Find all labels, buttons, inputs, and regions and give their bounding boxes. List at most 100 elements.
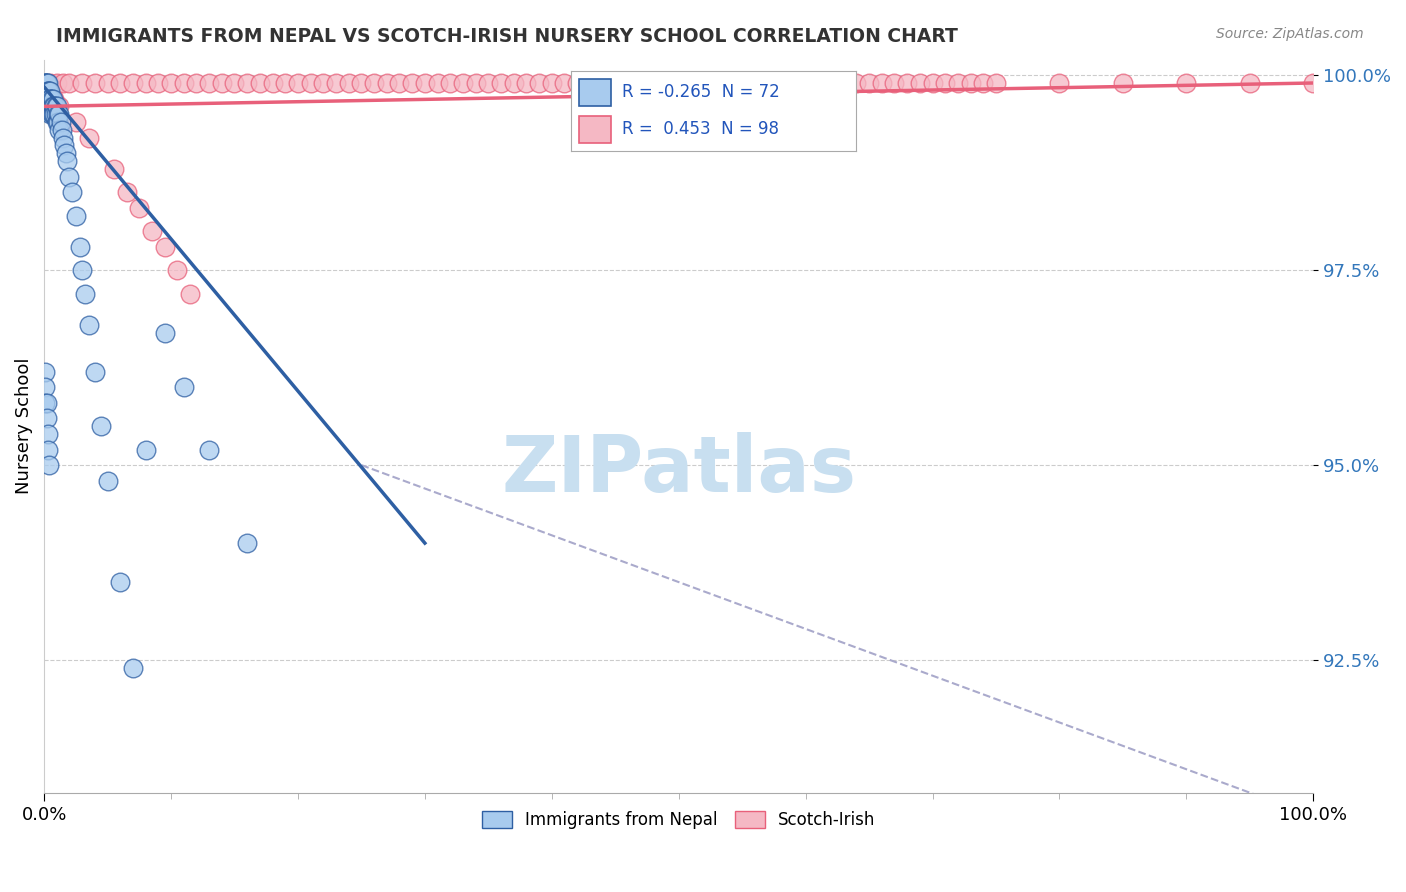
Point (693, 76, 716, 90)
Point (34, 76, 56, 90)
Point (706, 76, 728, 90)
Point (103, 161, 125, 176)
Point (325, 76, 347, 90)
Point (44, 99, 66, 113)
Point (73, 286, 96, 301)
Point (1175, 76, 1198, 90)
Point (153, 326, 176, 340)
Point (718, 76, 741, 90)
Point (77, 130, 100, 145)
Point (122, 76, 145, 90)
Y-axis label: Nursery School: Nursery School (15, 358, 32, 494)
Point (97, 76, 120, 90)
Point (44, 107, 66, 121)
Point (579, 76, 602, 90)
Point (160, 76, 183, 90)
Text: Source: ZipAtlas.com: Source: ZipAtlas.com (1216, 27, 1364, 41)
Point (38, 92, 60, 106)
Point (34, 395, 56, 409)
Point (592, 76, 614, 90)
Point (135, 76, 157, 90)
Point (35, 92, 58, 106)
Point (69, 240, 91, 254)
Point (44, 99, 66, 113)
Point (45, 76, 67, 90)
Point (52, 130, 75, 145)
Point (605, 76, 627, 90)
Point (39, 99, 62, 113)
Point (959, 76, 981, 90)
Point (489, 76, 512, 90)
Point (38, 84, 60, 98)
Point (946, 76, 969, 90)
Point (77, 318, 100, 332)
Point (38, 84, 60, 98)
Point (35, 84, 58, 98)
Point (502, 76, 524, 90)
Point (41, 92, 63, 106)
Point (53, 138, 76, 153)
Point (769, 76, 792, 90)
Point (166, 263, 188, 277)
Point (83, 365, 105, 379)
Point (83, 76, 105, 90)
Point (464, 76, 486, 90)
Point (744, 76, 766, 90)
Point (782, 76, 804, 90)
Point (46, 107, 69, 121)
Point (52, 76, 75, 90)
Point (42, 107, 65, 121)
Point (375, 76, 398, 90)
Point (39, 76, 62, 90)
Point (731, 76, 754, 90)
Point (128, 201, 150, 215)
Point (807, 76, 830, 90)
Point (39, 92, 62, 106)
Point (553, 76, 575, 90)
Point (34, 365, 56, 379)
Legend: Immigrants from Nepal, Scotch-Irish: Immigrants from Nepal, Scotch-Irish (475, 804, 882, 836)
Point (668, 76, 690, 90)
Point (934, 76, 956, 90)
Point (65, 209, 87, 223)
Point (153, 240, 176, 254)
Point (236, 76, 259, 90)
Point (44, 107, 66, 121)
Point (41, 107, 63, 121)
Point (46, 115, 69, 129)
Point (224, 76, 246, 90)
Point (38, 99, 60, 113)
Point (56, 153, 79, 168)
Point (287, 76, 309, 90)
Point (48, 107, 70, 121)
Point (439, 76, 461, 90)
Point (274, 76, 297, 90)
Point (794, 76, 817, 90)
Point (60, 185, 83, 199)
Point (115, 185, 138, 199)
Point (48, 99, 70, 113)
Point (198, 76, 221, 90)
Point (363, 76, 385, 90)
Point (1239, 76, 1261, 90)
Point (984, 76, 1007, 90)
Point (135, 442, 157, 457)
Point (299, 76, 322, 90)
Point (97, 474, 120, 488)
Point (655, 76, 678, 90)
Point (141, 224, 163, 238)
Point (37, 99, 59, 113)
Point (42, 92, 65, 106)
Point (413, 76, 436, 90)
Point (49, 115, 72, 129)
Point (350, 76, 373, 90)
Point (34, 76, 56, 90)
Text: ZIPatlas: ZIPatlas (501, 432, 856, 508)
Point (630, 76, 652, 90)
Point (70, 263, 93, 277)
Point (39, 107, 62, 121)
Point (527, 76, 550, 90)
Point (337, 76, 360, 90)
Point (34, 380, 56, 394)
Point (35, 411, 58, 425)
